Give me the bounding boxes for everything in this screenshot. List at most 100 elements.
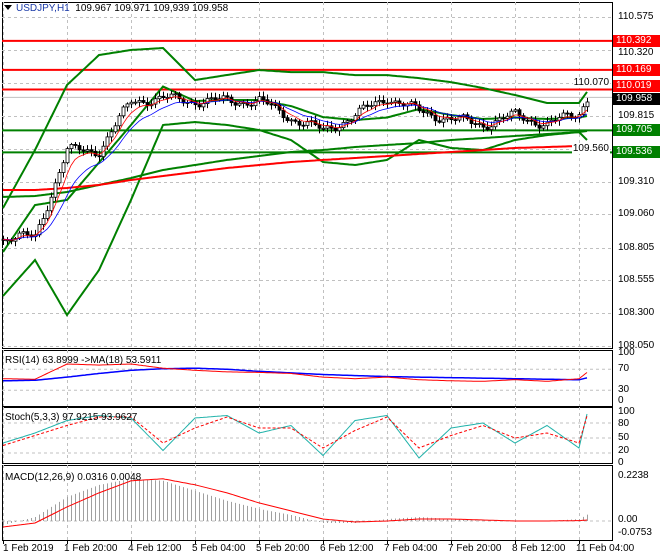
- rsi-tick-label: 70: [618, 363, 630, 374]
- price-level-tag: 109.958: [613, 93, 660, 106]
- candle: [397, 100, 402, 104]
- candle: [489, 126, 494, 130]
- candle: [501, 117, 506, 120]
- price-tick-label: 109.560: [571, 143, 610, 155]
- candle: [525, 119, 530, 122]
- candle: [65, 148, 70, 164]
- candle: [113, 125, 118, 133]
- candle: [305, 121, 310, 126]
- candle: [333, 127, 338, 132]
- candle: [49, 196, 54, 212]
- candle: [21, 231, 26, 234]
- time-tick-label: 7 Feb 04:00: [384, 543, 438, 554]
- candle: [473, 123, 478, 125]
- candle: [269, 103, 274, 106]
- price-level-tag: 110.019: [613, 80, 660, 93]
- candle: [45, 210, 50, 219]
- candle: [213, 97, 218, 101]
- candle: [133, 101, 138, 104]
- macd-tick-label: 0.2238: [618, 470, 649, 481]
- candle: [357, 107, 362, 117]
- price-tick-label: 108.805: [618, 241, 655, 253]
- candle: [409, 101, 414, 105]
- candle: [417, 104, 422, 112]
- candle: [197, 104, 202, 108]
- candle: [545, 121, 550, 127]
- candle: [393, 100, 398, 103]
- candle: [41, 218, 46, 225]
- price-level-tag: 110.169: [613, 63, 660, 76]
- time-tick-label: 1 Feb 2019: [3, 543, 54, 554]
- candle: [477, 123, 482, 126]
- candle: [289, 119, 294, 122]
- candle: [57, 172, 62, 184]
- candle: [77, 145, 82, 151]
- stoch-tick-label: 20: [618, 445, 630, 456]
- candle: [225, 95, 230, 98]
- dropdown-triangle-icon[interactable]: [4, 5, 12, 10]
- slow-ma-red-line: [3, 144, 588, 191]
- candle: [85, 149, 90, 152]
- candle: [497, 117, 502, 122]
- candle: [97, 155, 102, 158]
- candle: [117, 115, 122, 127]
- macd-signal-line: [2, 478, 588, 528]
- macd-tick-label: -0.0753: [618, 527, 652, 538]
- symbol-label: USDJPY,H1: [16, 3, 70, 14]
- candle: [161, 95, 166, 99]
- chart-header: USDJPY,H1 109.967 109.971 109,939 109.95…: [4, 3, 228, 14]
- price-level-tag: 109.536: [613, 146, 660, 159]
- candle: [349, 119, 354, 122]
- candle: [565, 112, 570, 115]
- candle: [317, 124, 322, 129]
- stoch-tick-label: 80: [618, 418, 630, 429]
- price-tick-label: 110.070: [572, 76, 610, 88]
- price-level-tag: 109.705: [613, 124, 660, 137]
- price-tick-label: 109.060: [618, 208, 655, 220]
- candle: [541, 125, 546, 129]
- candle: [513, 109, 518, 112]
- candle: [273, 104, 278, 106]
- fast-ma-blue-line: [3, 99, 588, 241]
- candle: [129, 101, 134, 105]
- candle: [373, 101, 378, 107]
- time-tick-label: 5 Feb 20:00: [256, 543, 310, 554]
- time-tick-label: 8 Feb 12:00: [512, 543, 566, 554]
- candle: [321, 127, 326, 130]
- candle: [233, 102, 238, 106]
- stoch-tick-label: 100: [618, 406, 635, 417]
- candle: [425, 111, 430, 114]
- candle: [485, 126, 490, 130]
- candle: [201, 103, 206, 108]
- candle: [25, 231, 30, 236]
- bollinger-lower-line: [2, 120, 588, 317]
- candle: [377, 99, 382, 103]
- candle: [165, 97, 170, 99]
- candle: [437, 120, 442, 123]
- candle: [61, 162, 66, 173]
- price-tick-label: 109.815: [618, 110, 655, 122]
- price-tick-label: 110.575: [618, 11, 654, 22]
- price-level-tag: 110.392: [613, 34, 660, 47]
- candle: [509, 110, 514, 117]
- candle: [53, 182, 58, 198]
- candle: [325, 125, 330, 129]
- candle: [429, 111, 434, 116]
- time-tick-label: 11 Feb 04:00: [576, 543, 635, 554]
- candle: [345, 120, 350, 123]
- time-tick-label: 6 Feb 12:00: [320, 543, 374, 554]
- price-tick-label: 110.320: [618, 47, 654, 59]
- rsi-label: RSI(14) 63.8999 ->MA(18) 53.5911: [5, 355, 162, 366]
- candle: [157, 95, 162, 100]
- bollinger-upper-line: [2, 46, 588, 209]
- candle: [301, 124, 306, 127]
- candle: [37, 224, 42, 236]
- rsi-tick-label: 30: [618, 384, 630, 395]
- candle: [173, 93, 178, 96]
- panel-border-0: [2, 2, 613, 349]
- candle: [73, 144, 78, 146]
- slow-ma-green-line: [3, 130, 588, 198]
- rsi-tick-label: 0: [618, 395, 624, 406]
- candle: [453, 119, 458, 122]
